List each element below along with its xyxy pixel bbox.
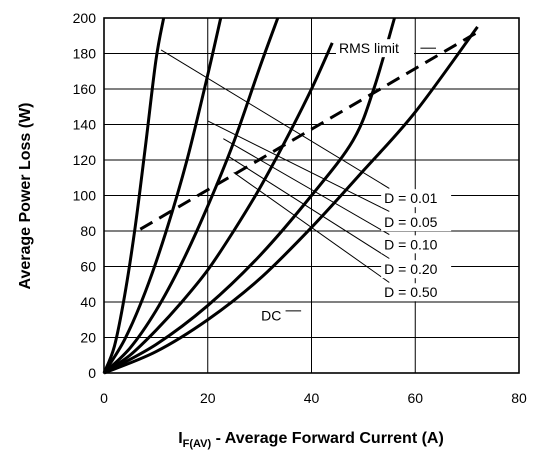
series-line-rms-limit xyxy=(139,30,479,231)
x-tick-label: 40 xyxy=(304,390,320,406)
x-axis-title-rest: - Average Forward Current (A) xyxy=(211,430,444,447)
annotation-label: D = 0.01 xyxy=(384,190,438,206)
annotation-background xyxy=(381,213,452,232)
y-tick-label: 40 xyxy=(80,294,96,310)
y-tick-label: 120 xyxy=(73,152,97,168)
y-tick-label: 100 xyxy=(73,188,97,204)
y-tick-label: 180 xyxy=(73,46,97,62)
annotation-label: D = 0.10 xyxy=(384,236,438,252)
annotation-background xyxy=(335,39,414,58)
leader-line xyxy=(223,138,390,235)
series-line-d-0-05 xyxy=(102,17,223,374)
y-tick-label: 0 xyxy=(88,365,96,381)
x-tick-label: 80 xyxy=(511,390,527,406)
series-line-dc xyxy=(103,25,479,375)
leader-line xyxy=(160,49,390,189)
leader-line xyxy=(207,120,390,212)
series-line-d-0-10 xyxy=(102,17,280,375)
x-tick-label: 20 xyxy=(200,390,216,406)
x-axis-title: IF(AV) - Average Forward Current (A) xyxy=(178,430,444,450)
annotation-background xyxy=(381,283,452,302)
y-tick-labels: 0 20 40 60 80 100 120 140 160 180 200 xyxy=(73,10,97,381)
leader-line xyxy=(228,156,390,259)
annotations: RMS limit D = 0.01 D = 0.05 D = 0.10 D = 0.2… xyxy=(258,39,452,325)
series-line-d-0-20 xyxy=(103,42,334,375)
y-tick-label: 60 xyxy=(80,259,96,275)
annotation-label: DC xyxy=(261,307,281,323)
annotation-background xyxy=(381,235,452,254)
series-line-d-0-01 xyxy=(102,17,166,374)
y-tick-label: 160 xyxy=(73,81,97,97)
annotation-background xyxy=(381,189,452,208)
y-tick-label: 200 xyxy=(73,10,97,26)
annotation-label: D = 0.50 xyxy=(384,284,438,300)
y-axis-title: Average Power Loss (W) xyxy=(17,102,34,289)
x-axis-title-main: I xyxy=(178,430,182,447)
x-axis-title-subscript: F(AV) xyxy=(183,438,212,450)
y-tick-label: 80 xyxy=(80,223,96,239)
plot-frame xyxy=(103,17,520,374)
annotation-background xyxy=(258,306,281,325)
x-tick-label: 0 xyxy=(100,390,108,406)
x-tick-label: 60 xyxy=(407,390,423,406)
y-tick-label: 140 xyxy=(73,117,97,133)
annotation-label: D = 0.20 xyxy=(384,261,438,277)
x-tick-labels: 0 20 40 60 80 xyxy=(100,390,527,406)
annotation-background xyxy=(381,260,452,279)
annotation-label: RMS limit xyxy=(339,40,399,56)
annotation-label: D = 0.05 xyxy=(384,214,438,230)
curves xyxy=(102,17,479,375)
y-tick-label: 20 xyxy=(80,330,96,346)
